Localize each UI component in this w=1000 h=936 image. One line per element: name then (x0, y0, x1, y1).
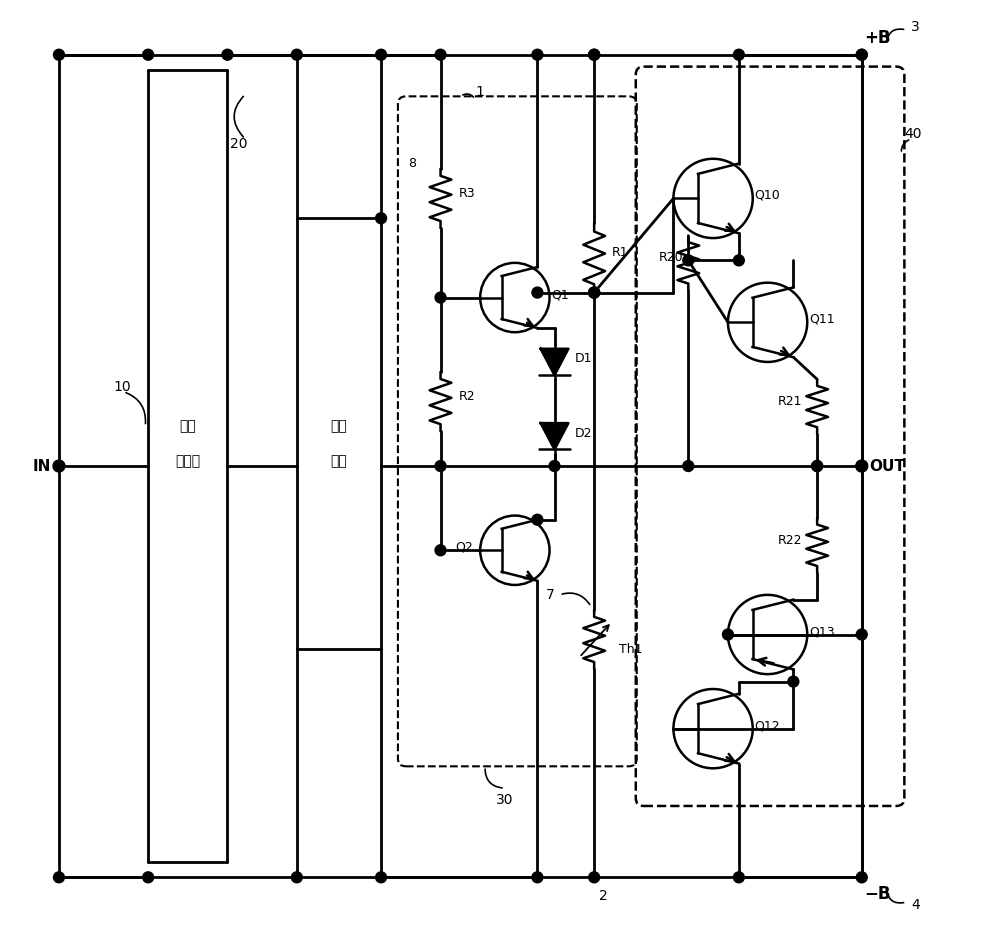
Circle shape (856, 461, 868, 472)
Text: 7: 7 (546, 588, 555, 602)
Circle shape (812, 461, 823, 472)
Circle shape (435, 50, 446, 60)
Text: 20: 20 (230, 137, 248, 151)
Text: 偏置: 偏置 (331, 419, 347, 433)
Circle shape (589, 871, 600, 883)
Text: 30: 30 (496, 793, 514, 807)
Circle shape (812, 461, 823, 472)
Circle shape (856, 50, 867, 60)
Text: D2: D2 (574, 427, 592, 440)
Circle shape (733, 255, 744, 266)
Polygon shape (541, 349, 568, 375)
Circle shape (291, 871, 302, 883)
Circle shape (856, 461, 867, 472)
Circle shape (435, 461, 446, 472)
Circle shape (549, 461, 560, 472)
Circle shape (589, 287, 600, 298)
Text: Q13: Q13 (809, 625, 835, 638)
Text: 10: 10 (113, 380, 131, 394)
Circle shape (532, 514, 543, 525)
Text: +B: +B (865, 29, 891, 47)
Text: Q2: Q2 (455, 541, 473, 554)
Circle shape (376, 871, 387, 883)
Circle shape (683, 255, 694, 266)
Text: 4: 4 (911, 898, 920, 912)
Text: 3: 3 (911, 20, 920, 34)
Text: OUT: OUT (870, 459, 906, 474)
Circle shape (589, 50, 600, 60)
Text: 2: 2 (599, 889, 608, 903)
Text: R22: R22 (778, 534, 802, 547)
Circle shape (733, 50, 744, 60)
Text: 1: 1 (475, 85, 484, 99)
Polygon shape (541, 423, 568, 449)
Text: Q12: Q12 (755, 719, 780, 732)
Circle shape (143, 871, 154, 883)
Text: Q1: Q1 (552, 288, 569, 301)
Circle shape (856, 50, 867, 60)
Text: R20: R20 (659, 252, 683, 264)
Circle shape (435, 545, 446, 556)
Circle shape (856, 461, 867, 472)
Text: R21: R21 (778, 395, 802, 408)
Circle shape (856, 871, 867, 883)
Circle shape (143, 50, 154, 60)
Circle shape (532, 50, 543, 60)
Text: R1: R1 (612, 246, 629, 259)
Circle shape (54, 871, 64, 883)
Text: R3: R3 (458, 187, 475, 200)
Text: Q10: Q10 (755, 189, 780, 202)
Circle shape (589, 287, 600, 298)
Text: 放大级: 放大级 (175, 454, 200, 468)
Text: 电路: 电路 (331, 454, 347, 468)
Circle shape (222, 50, 233, 60)
Text: 电压: 电压 (179, 419, 196, 433)
Circle shape (723, 629, 733, 640)
Text: D1: D1 (574, 353, 592, 365)
Circle shape (532, 871, 543, 883)
Text: R2: R2 (458, 390, 475, 403)
Circle shape (589, 287, 600, 298)
Text: −B: −B (865, 885, 891, 903)
Circle shape (53, 461, 65, 472)
Circle shape (589, 50, 600, 60)
Text: Q11: Q11 (809, 313, 835, 326)
Text: 40: 40 (904, 127, 922, 141)
Circle shape (376, 212, 387, 224)
Text: 8: 8 (408, 157, 416, 170)
Circle shape (683, 461, 694, 472)
Circle shape (54, 50, 64, 60)
Circle shape (733, 871, 744, 883)
Text: IN: IN (33, 459, 51, 474)
Circle shape (376, 50, 387, 60)
Circle shape (291, 50, 302, 60)
Circle shape (788, 676, 799, 687)
Circle shape (856, 629, 867, 640)
Circle shape (435, 292, 446, 303)
Text: Th1: Th1 (619, 643, 642, 656)
Circle shape (532, 287, 543, 298)
